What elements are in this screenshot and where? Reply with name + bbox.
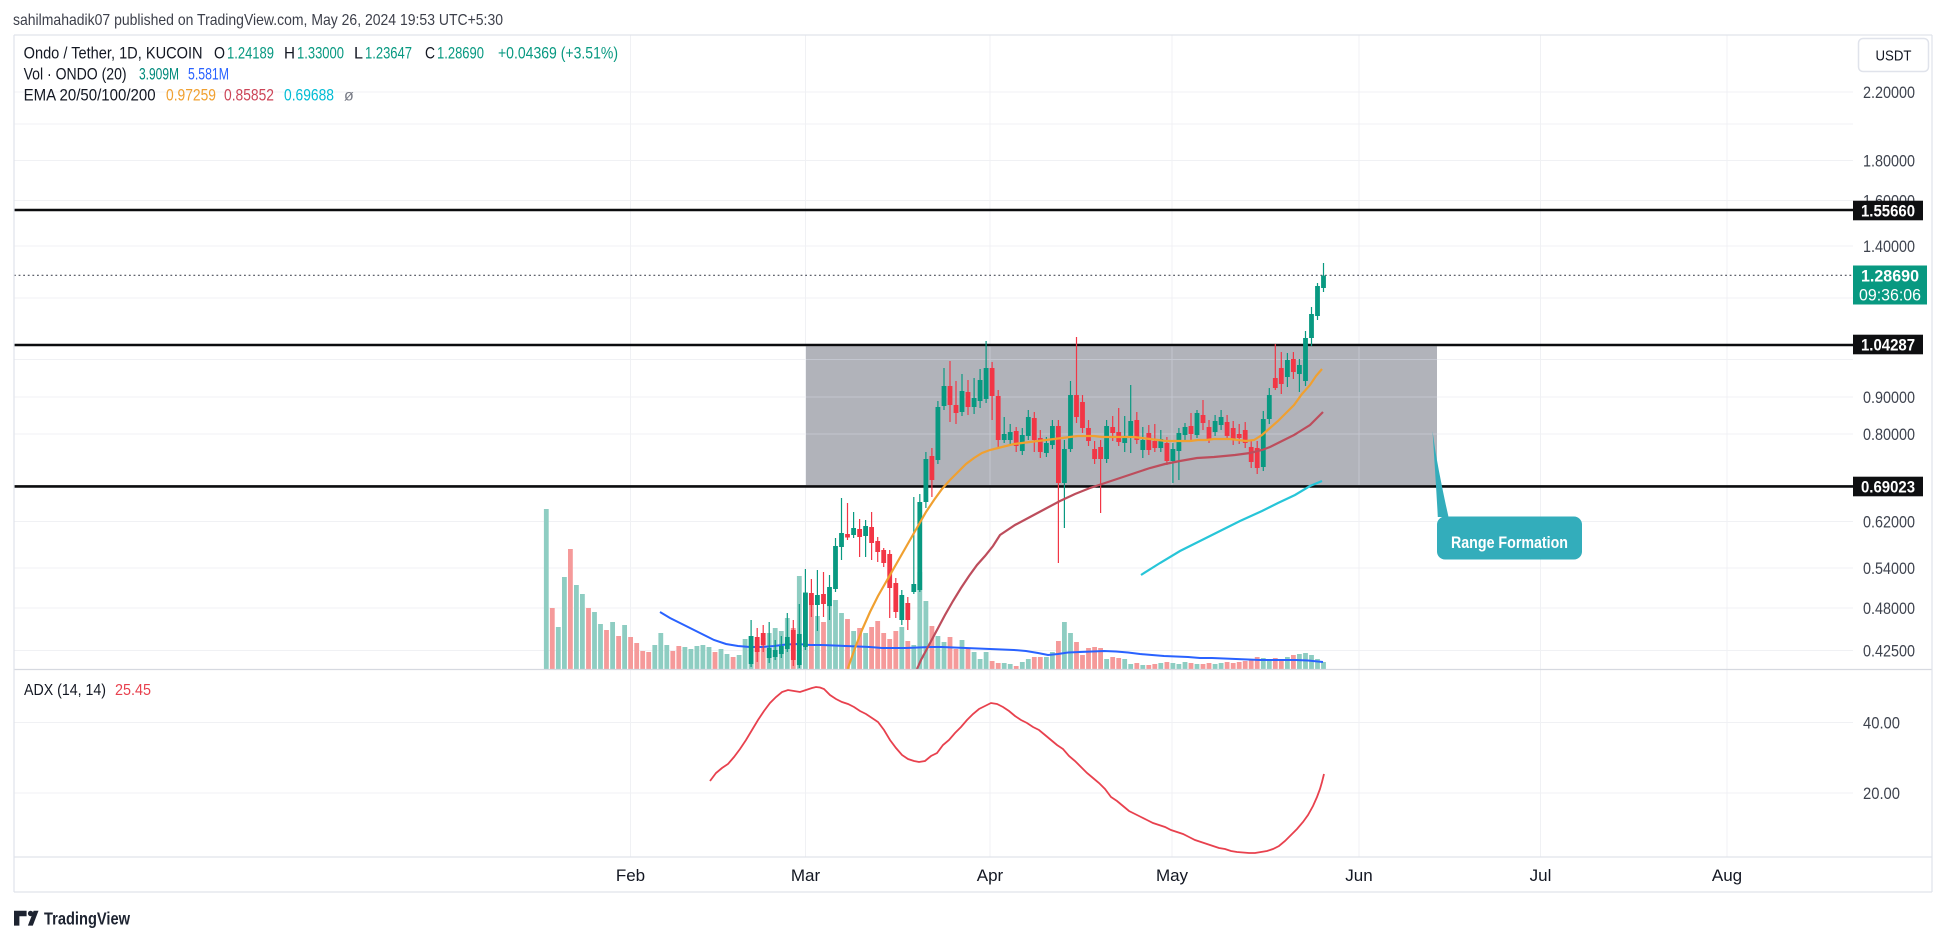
svg-text:1.80000: 1.80000 <box>1863 152 1915 171</box>
svg-text:20.00: 20.00 <box>1863 784 1900 803</box>
svg-text:Aug: Aug <box>1712 866 1742 885</box>
svg-text:0.85852: 0.85852 <box>224 86 274 105</box>
svg-text:0.69688: 0.69688 <box>284 86 334 105</box>
svg-text:25.45: 25.45 <box>115 682 151 699</box>
svg-text:0.42500: 0.42500 <box>1863 642 1915 661</box>
svg-text:ADX (14, 14): ADX (14, 14) <box>24 682 106 699</box>
svg-text:1.55660: 1.55660 <box>1861 201 1915 220</box>
svg-text:Jun: Jun <box>1345 866 1372 885</box>
svg-text:2.20000: 2.20000 <box>1863 83 1915 102</box>
svg-text:C: C <box>425 44 435 63</box>
svg-text:TradingView: TradingView <box>44 909 130 929</box>
svg-text:3.909M: 3.909M <box>139 65 179 84</box>
svg-text:0.62000: 0.62000 <box>1863 513 1915 532</box>
svg-text:1.28690: 1.28690 <box>437 44 484 63</box>
svg-text:0.69023: 0.69023 <box>1861 477 1915 496</box>
svg-text:O: O <box>214 44 225 63</box>
svg-text:1.40000: 1.40000 <box>1863 237 1915 256</box>
svg-text:Jul: Jul <box>1530 866 1552 885</box>
svg-text:+0.04369 (+3.51%): +0.04369 (+3.51%) <box>498 44 618 63</box>
svg-text:May: May <box>1156 866 1189 885</box>
svg-text:Range Formation: Range Formation <box>1451 534 1568 552</box>
svg-text:Mar: Mar <box>791 866 821 885</box>
svg-text:Apr: Apr <box>977 866 1004 885</box>
svg-text:1.23647: 1.23647 <box>365 44 412 63</box>
svg-text:Feb: Feb <box>616 866 645 885</box>
svg-text:ø: ø <box>344 88 354 105</box>
svg-text:09:36:06: 09:36:06 <box>1859 286 1921 305</box>
svg-text:0.54000: 0.54000 <box>1863 559 1915 578</box>
svg-text:L: L <box>354 44 363 63</box>
svg-text:0.90000: 0.90000 <box>1863 388 1915 407</box>
svg-text:USDT: USDT <box>1876 48 1912 65</box>
svg-text:1.28690: 1.28690 <box>1861 267 1919 286</box>
svg-text:EMA 20/50/100/200: EMA 20/50/100/200 <box>24 86 156 105</box>
svg-text:1.24189: 1.24189 <box>227 44 274 63</box>
svg-text:Vol · ONDO (20): Vol · ONDO (20) <box>24 65 127 84</box>
svg-text:H: H <box>284 44 295 63</box>
svg-text:0.80000: 0.80000 <box>1863 425 1915 444</box>
svg-text:sahilmahadik07 published on Tr: sahilmahadik07 published on TradingView.… <box>13 12 503 29</box>
svg-text:Ondo / Tether, 1D, KUCOIN: Ondo / Tether, 1D, KUCOIN <box>24 44 203 63</box>
svg-text:5.581M: 5.581M <box>188 65 229 84</box>
svg-text:1.33000: 1.33000 <box>297 44 344 63</box>
svg-text:0.48000: 0.48000 <box>1863 599 1915 618</box>
svg-text:40.00: 40.00 <box>1863 714 1900 733</box>
svg-text:1.04287: 1.04287 <box>1861 335 1915 354</box>
svg-text:0.97259: 0.97259 <box>166 86 216 105</box>
